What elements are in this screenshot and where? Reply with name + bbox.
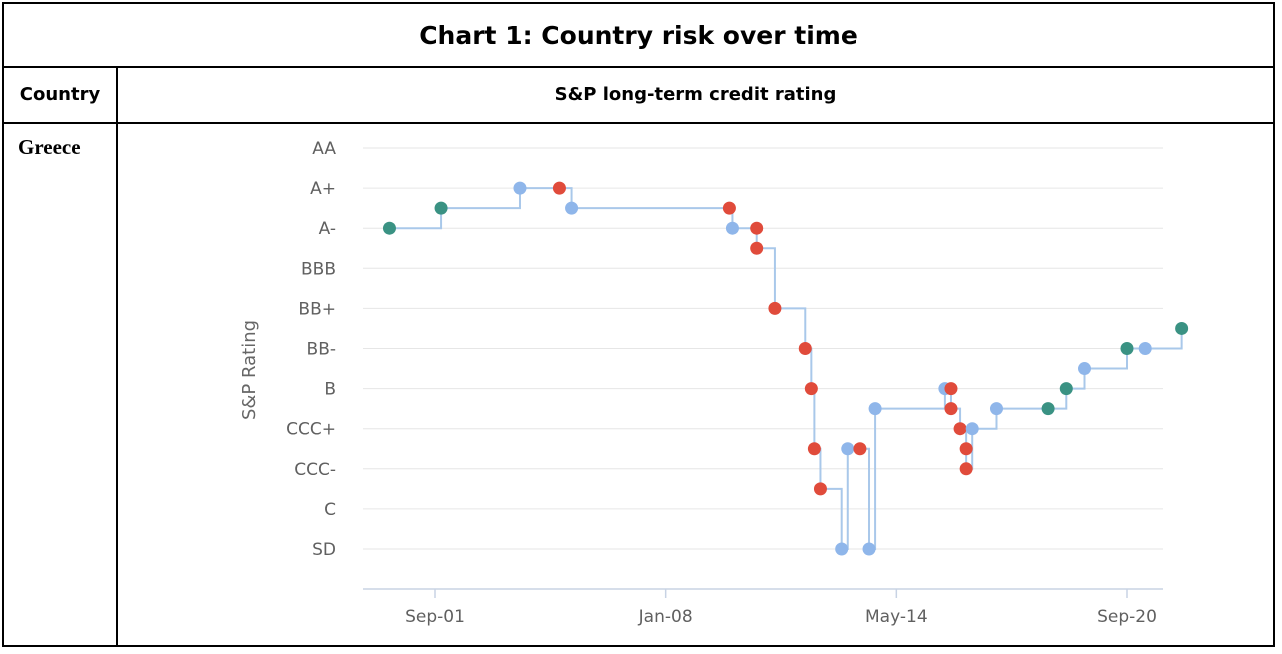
- chart-grid: [363, 147, 1163, 550]
- rating-point: [382, 221, 396, 235]
- y-tick-label: A+: [310, 179, 336, 199]
- rating-points: [382, 181, 1189, 556]
- rating-point: [841, 442, 855, 456]
- rating-point: [565, 201, 579, 215]
- rating-point: [944, 402, 958, 416]
- y-tick-label: AA: [312, 139, 336, 159]
- chart-table: Chart 1: Country risk over time Country …: [2, 2, 1275, 647]
- rating-point: [1138, 342, 1152, 355]
- y-tick-label: CCC-: [294, 460, 336, 480]
- rating-point: [804, 382, 818, 396]
- rating-point: [989, 402, 1003, 416]
- rating-point: [1120, 342, 1134, 355]
- rating-point: [750, 221, 764, 235]
- table-header-row: Country S&P long-term credit rating: [4, 66, 1273, 124]
- country-name: Greece: [18, 135, 81, 159]
- rating-point: [835, 542, 849, 556]
- y-axis-ticks: AA A+ A- BBB BB+ BB- B CCC+ CCC- C SD: [286, 139, 336, 560]
- rating-point: [722, 201, 736, 215]
- rating-point: [798, 342, 812, 355]
- x-tick-label: Sep-01: [405, 607, 465, 627]
- rating-point: [965, 422, 979, 436]
- y-tick-label: BB+: [298, 299, 336, 319]
- rating-point: [1041, 402, 1055, 416]
- y-tick-label: A-: [319, 219, 336, 239]
- y-tick-label: C: [324, 500, 336, 520]
- rating-point: [959, 442, 973, 456]
- rating-point: [750, 241, 764, 255]
- y-tick-label: CCC+: [286, 420, 336, 440]
- y-tick-label: BBB: [301, 259, 336, 279]
- rating-point: [768, 301, 782, 315]
- x-tick-label: May-14: [865, 607, 928, 627]
- rating-point: [868, 402, 882, 416]
- rating-point: [725, 221, 739, 235]
- rating-point: [862, 542, 876, 556]
- x-tick-label: Sep-20: [1097, 607, 1157, 627]
- rating-point: [853, 442, 867, 456]
- rating-series: [389, 187, 1183, 550]
- y-tick-label: BB-: [307, 340, 336, 360]
- y-axis-label: S&P Rating: [239, 320, 260, 420]
- rating-point: [1078, 362, 1092, 376]
- rating-point: [434, 201, 448, 215]
- rating-point: [944, 382, 958, 396]
- rating-point: [513, 181, 527, 195]
- rating-step-line: [389, 187, 1183, 550]
- y-tick-label: SD: [312, 540, 336, 560]
- column-divider: [116, 66, 118, 645]
- rating-point: [813, 482, 827, 496]
- rating-point: [552, 181, 566, 195]
- rating-point: [807, 442, 821, 456]
- rating-point: [1175, 321, 1189, 335]
- header-rating: S&P long-term credit rating: [554, 83, 837, 105]
- y-tick-label: B: [324, 380, 336, 400]
- x-tick-label: Jan-08: [638, 607, 693, 627]
- table-title-row: Chart 1: Country risk over time: [4, 4, 1273, 68]
- x-axis: Sep-01 Jan-08 May-14 Sep-20: [363, 588, 1163, 627]
- rating-point: [1059, 382, 1073, 396]
- rating-point: [953, 422, 967, 436]
- rating-point: [959, 462, 973, 476]
- table-title: Chart 1: Country risk over time: [419, 20, 858, 50]
- header-country: Country: [19, 83, 101, 105]
